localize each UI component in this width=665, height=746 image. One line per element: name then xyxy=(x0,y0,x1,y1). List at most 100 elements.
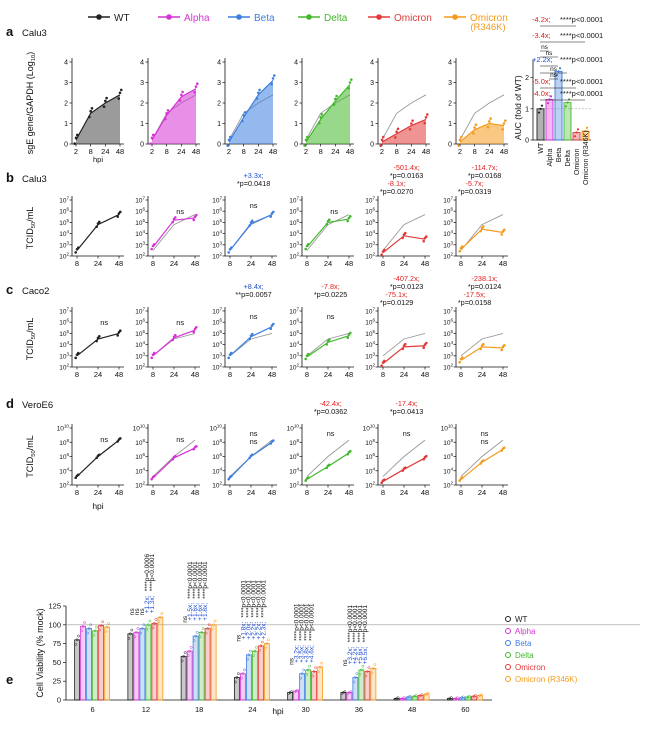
y-tick-label: 0 xyxy=(140,142,144,149)
tick-base: 10 xyxy=(212,209,220,216)
e-point xyxy=(148,619,152,623)
tick-base: 10 xyxy=(133,426,141,433)
data-point xyxy=(348,81,352,84)
x-tick-label: 8 xyxy=(319,147,323,156)
e-point xyxy=(212,623,215,627)
tick-exponent: 3 xyxy=(450,240,453,245)
e-bar xyxy=(139,628,146,701)
e-point xyxy=(210,627,214,631)
tick-base: 10 xyxy=(365,254,373,261)
y-tick-label: 4 xyxy=(448,60,452,67)
x-tick-label: 8 xyxy=(305,488,309,497)
subpanel-a-3: 0 1 2 3 4 2 8 24 48 xyxy=(294,58,354,156)
e-annotation-fold: +1.8x; xyxy=(240,622,247,640)
legend-label-3: Delta xyxy=(324,13,348,24)
auc-point xyxy=(573,135,577,138)
y-tick-label: 3 xyxy=(217,80,221,87)
tick-base: 10 xyxy=(59,454,67,461)
x-tick-label: 8 xyxy=(242,147,246,156)
tick-base: 10 xyxy=(59,353,67,360)
tick-exponent: 4 xyxy=(372,229,375,234)
data-point xyxy=(332,103,336,106)
e-point xyxy=(142,623,146,627)
tick-exponent: 3 xyxy=(219,351,222,356)
tick-exponent: 3 xyxy=(66,351,69,356)
e-bar xyxy=(98,625,105,701)
e-point xyxy=(419,694,422,697)
data-point xyxy=(180,93,183,97)
y-tick-label: 106 xyxy=(443,207,453,216)
e-annotation-pvalue: ****p<0.0001 xyxy=(245,580,252,618)
y-tick-label: 3 xyxy=(294,80,298,87)
y-tick-label: 1010 xyxy=(57,424,70,433)
e-point xyxy=(129,632,132,636)
data-point xyxy=(472,132,475,135)
e-point xyxy=(478,694,482,697)
e-bar xyxy=(305,669,312,701)
wt-reference-line xyxy=(381,94,427,141)
e-x-tick-label: 36 xyxy=(355,705,363,714)
e-y-tick-label: 0 xyxy=(57,696,61,705)
e-point xyxy=(420,693,424,697)
e-annotation-pvalue: ****p<0.0001 xyxy=(202,561,209,599)
annotation-pvalue: *p=0.0270 xyxy=(380,187,413,196)
tick-exponent: 4 xyxy=(296,466,299,471)
e-point xyxy=(259,644,263,648)
annotation-pvalue: *p=0.0129 xyxy=(380,298,413,307)
label-subscript: 50 xyxy=(31,450,37,457)
data-point xyxy=(120,88,123,92)
data-point xyxy=(347,86,351,90)
annotation-pvalue: *p=0.0158 xyxy=(458,298,491,307)
e-point xyxy=(372,667,375,670)
y-tick-label: 3 xyxy=(64,80,68,87)
annotation-fold: -17.4x; xyxy=(395,399,417,408)
series-area xyxy=(152,88,196,144)
data-point xyxy=(304,138,308,142)
y-tick-label: 105 xyxy=(212,218,222,227)
y-tick-label: 108 xyxy=(59,438,69,447)
data-point xyxy=(77,473,80,477)
e-x-tick-label: 30 xyxy=(301,705,309,714)
y-tick-label: 1 xyxy=(448,121,452,128)
tick-base: 10 xyxy=(365,320,373,327)
e-point xyxy=(320,661,323,665)
tick-base: 10 xyxy=(135,454,143,461)
x-tick-label: 48 xyxy=(500,147,508,156)
tick-base: 10 xyxy=(135,342,143,349)
e-point xyxy=(81,624,85,628)
annotation-ns: ns xyxy=(176,207,184,216)
auc-fold-label: -4.0x; xyxy=(532,89,551,98)
tick-base: 10 xyxy=(212,353,220,360)
data-point xyxy=(194,85,198,88)
tick-base: 10 xyxy=(135,331,143,338)
tick-exponent: 4 xyxy=(450,340,453,345)
data-point xyxy=(105,96,108,100)
wt-reference-line xyxy=(382,332,426,357)
data-point xyxy=(165,111,168,115)
tick-exponent: 7 xyxy=(450,307,453,312)
tick-exponent: 10 xyxy=(217,424,223,429)
tick-base: 10 xyxy=(289,365,297,372)
e-point xyxy=(77,634,80,638)
tick-base: 10 xyxy=(289,483,297,490)
e-point xyxy=(448,697,452,700)
x-tick-label: 8 xyxy=(151,488,155,497)
tick-base: 10 xyxy=(443,231,451,238)
series-area xyxy=(229,80,273,144)
series-line xyxy=(152,447,196,479)
data-point xyxy=(482,459,485,462)
e-point xyxy=(153,621,156,625)
e-legend-label: Delta xyxy=(515,651,534,660)
e-point xyxy=(98,628,101,632)
data-point xyxy=(325,343,329,346)
e-annotation-fold: +2.2x; xyxy=(250,622,257,640)
e-point xyxy=(425,692,428,696)
label-part: /mL xyxy=(25,318,35,333)
tick-exponent: 3 xyxy=(219,240,222,245)
